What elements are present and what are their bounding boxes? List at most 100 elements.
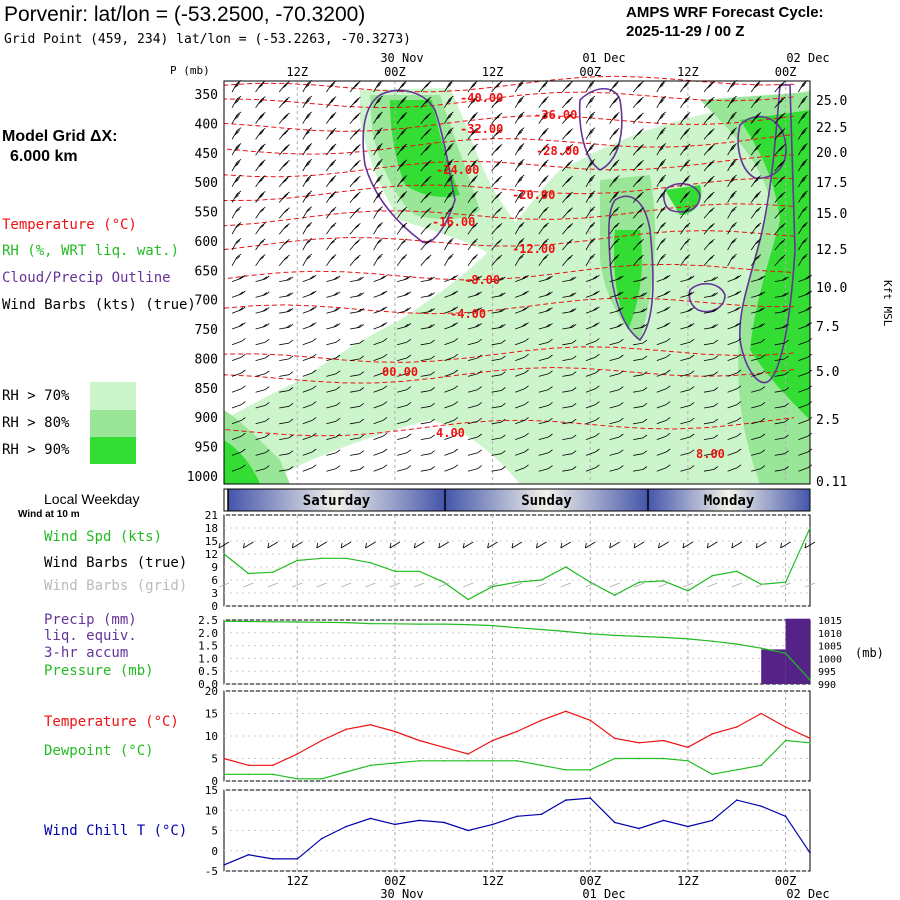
barb-flag — [335, 417, 341, 422]
legend-cloud-outline: Cloud/Precip Outline — [2, 270, 171, 286]
temp-contour-7 — [223, 230, 795, 251]
barb-flag — [402, 96, 408, 100]
barb-staff — [397, 405, 408, 409]
wind-barb-304 — [326, 275, 341, 282]
barb-flag — [755, 193, 760, 197]
barb-flag — [234, 84, 239, 89]
barb-flag — [425, 82, 430, 87]
barb-flag — [425, 225, 430, 229]
barb-flag — [568, 223, 574, 227]
barb-flag — [501, 355, 506, 360]
barb-flag — [542, 240, 548, 245]
barb-flag — [283, 130, 289, 135]
wind-barb-54 — [326, 112, 337, 124]
wind-barb-88 — [538, 127, 549, 140]
wind-barb-561 — [491, 434, 506, 440]
barb-flag — [589, 97, 595, 102]
barb-flag — [259, 114, 265, 118]
barb-flag — [615, 143, 620, 148]
barb-flag — [446, 84, 452, 89]
wind-barb-107 — [396, 143, 408, 156]
wind-speed-line-point-24 — [809, 527, 811, 529]
barb-flag — [453, 306, 459, 311]
barb-staff — [727, 372, 738, 377]
barb-staff — [515, 372, 525, 377]
barb-staff — [538, 452, 549, 456]
temperature-line-point-23 — [784, 726, 787, 728]
pressure-line-point-14 — [565, 630, 567, 633]
barb-flag — [477, 433, 482, 438]
barb-flag — [659, 194, 664, 199]
wind-barb-89 — [562, 128, 574, 140]
barb-flag — [451, 275, 456, 280]
dewpoint-line-point-11 — [491, 760, 494, 762]
barb-flag — [710, 144, 715, 148]
wind-barb-440 — [585, 353, 600, 361]
wind-barb-598 — [774, 450, 789, 456]
wind-barb-135 — [467, 159, 478, 172]
grid-wind-barb-18 — [658, 582, 669, 588]
wind-speed-line-point-2 — [272, 571, 274, 573]
dewpoint-line-point-4 — [320, 778, 323, 780]
model-grid-label: Model Grid ΔX: — [2, 128, 118, 145]
wind-barb-234 — [444, 222, 454, 235]
surface-barb-flag — [316, 542, 319, 549]
barb-flag — [258, 116, 263, 120]
precip-panel-ytick-1.0: 1.0 — [198, 652, 218, 665]
wind-barb-225 — [231, 222, 242, 235]
barb-staff — [585, 420, 596, 425]
barb-flag — [571, 339, 577, 344]
barb-flag — [780, 128, 786, 133]
wind-barb-175 — [231, 190, 242, 203]
wind-barb-407 — [397, 338, 412, 346]
wind-barb-81 — [373, 127, 383, 140]
temperature-line-point-17 — [638, 742, 640, 744]
barb-flag — [427, 276, 433, 281]
barb-flag — [569, 324, 575, 329]
barb-flag — [636, 132, 641, 136]
top-time-tick-3: 00Z — [579, 65, 601, 79]
barb-flag — [800, 100, 806, 104]
legend-rh: RH (%, WRT liq. wat.) — [2, 243, 180, 259]
barb-flag — [619, 465, 624, 469]
barb-flag — [661, 174, 667, 179]
barb-flag — [779, 177, 784, 182]
barb-flag — [473, 206, 478, 211]
wind-barb-379 — [326, 323, 341, 330]
barb-flag — [401, 177, 406, 182]
barb-staff — [680, 468, 691, 472]
wind-barb-576 — [255, 449, 270, 456]
wind-barb-11 — [491, 80, 503, 93]
wind-barb-291 — [609, 254, 620, 267]
barb-flag — [283, 98, 289, 103]
surface-barb-staff — [658, 541, 669, 549]
barb-flag — [375, 194, 381, 199]
barb-flag — [494, 148, 500, 152]
barb-staff — [349, 437, 360, 440]
barb-flag — [288, 292, 294, 297]
barb-flag — [473, 143, 478, 148]
barb-flag — [236, 174, 242, 179]
barb-flag — [377, 129, 382, 134]
wind-barb-209 — [444, 206, 454, 219]
grid-wind-barb-3 — [292, 582, 303, 588]
barb-staff — [562, 405, 573, 409]
grid-barb-staff — [731, 582, 742, 588]
wind-barb-410 — [467, 338, 482, 346]
dewpoint-line-point-2 — [272, 773, 274, 776]
barb-flag — [311, 274, 317, 279]
wind-barb-277 — [278, 254, 290, 267]
weekday-band-saturday — [228, 489, 445, 511]
barb-staff — [326, 341, 337, 346]
barb-flag — [784, 434, 789, 439]
barb-flag — [542, 177, 548, 182]
wind-barb-17 — [632, 80, 644, 93]
barb-flag — [517, 179, 522, 183]
temperature-line-point-3 — [296, 753, 299, 755]
barb-flag — [472, 256, 477, 261]
barb-flag — [779, 114, 784, 119]
wind-barb-557 — [397, 433, 412, 440]
barb-flag — [571, 371, 577, 376]
barb-flag — [708, 209, 714, 214]
